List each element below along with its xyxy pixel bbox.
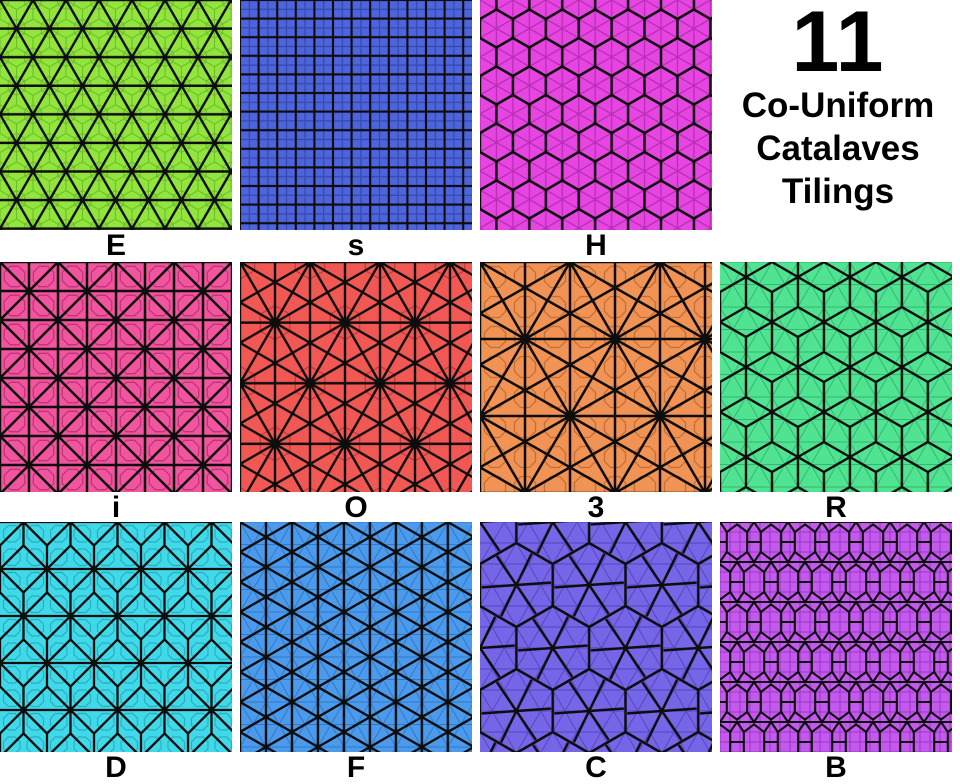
tile-label-B: B — [825, 751, 847, 784]
tiling-pattern-i — [0, 262, 232, 492]
tile-label-E: E — [105, 229, 126, 262]
tile-3: 3 — [480, 262, 712, 524]
tile-F: F — [240, 522, 472, 784]
tiling-pattern-H — [480, 0, 712, 230]
title-line-2: Catalaves — [756, 129, 920, 168]
title-line-1: Co-Uniform — [741, 86, 935, 125]
tile-H: H — [480, 0, 712, 262]
tile-label-F: F — [346, 751, 366, 784]
tile-E: E — [0, 0, 232, 262]
title-number: 11 — [791, 0, 885, 90]
tile-label-s: s — [347, 229, 365, 262]
tile-s: s — [240, 0, 472, 262]
tile-O: O — [240, 262, 472, 524]
title-block: 11 Co-Uniform Catalaves Tilings — [720, 0, 956, 230]
tiling-pattern-s — [240, 0, 472, 230]
tile-label-3: 3 — [587, 491, 605, 524]
tiling-pattern-F — [240, 522, 472, 752]
tiling-pattern-D — [0, 522, 232, 752]
tile-label-O: O — [344, 491, 368, 524]
tiling-pattern-R — [720, 262, 952, 492]
tile-label-i: i — [111, 491, 121, 524]
tile-label-D: D — [105, 751, 127, 784]
tile-B: B — [720, 522, 952, 784]
tile-D: D — [0, 522, 232, 784]
tile-C: C — [480, 522, 712, 784]
tile-R: R — [720, 262, 952, 524]
tiling-pattern-O — [240, 262, 472, 492]
title-line-3: Tilings — [781, 172, 895, 211]
tile-i: i — [0, 262, 232, 524]
tiling-pattern-E — [0, 0, 232, 230]
tiling-pattern-B — [720, 522, 952, 752]
tile-label-R: R — [825, 491, 847, 524]
tiling-pattern-C — [480, 522, 712, 752]
tile-label-H: H — [585, 229, 607, 262]
tile-label-C: C — [585, 751, 607, 784]
tiling-pattern-3 — [480, 262, 712, 492]
